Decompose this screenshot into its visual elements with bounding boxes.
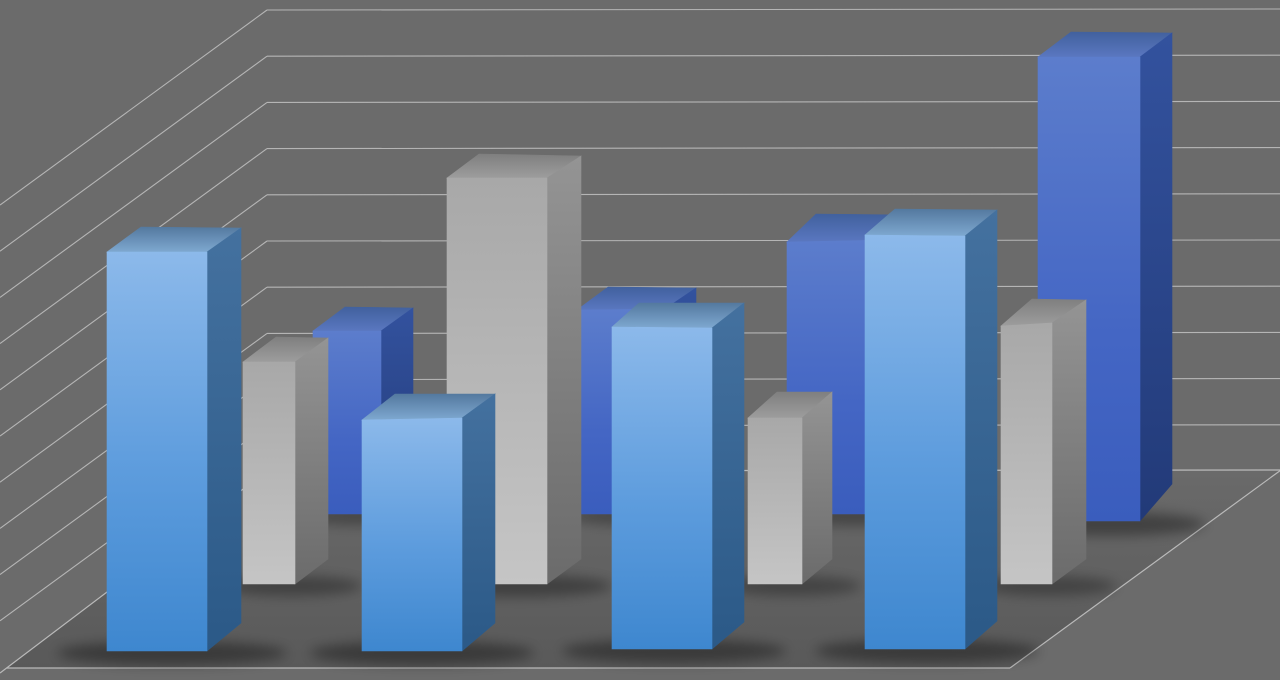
floor-edge-line (1009, 469, 1280, 669)
bar-front-lightblue-c1-face (106, 251, 208, 652)
bar-front-lightblue-c4 (864, 208, 998, 650)
bar-front-lightblue-c3-face (611, 326, 713, 650)
bar-front-lightblue-c2-face (361, 417, 463, 652)
bar-mid-gray-c3-face (747, 417, 803, 585)
bar-front-lightblue-c4-face (964, 209, 998, 650)
gridline-diagonal (0, 55, 268, 252)
bar-mid-gray-c1-face (242, 361, 296, 585)
bar-mid-gray-c1 (242, 336, 329, 585)
bar-front-lightblue-c1 (106, 226, 242, 652)
bar-mid-gray-c1-face (294, 337, 329, 585)
bar-front-lightblue-c3-face (711, 302, 745, 650)
bar-front-lightblue-c2-face (461, 393, 496, 652)
bar-back-blue-c4-face (1139, 32, 1173, 522)
bar-mid-gray-c4-face (1051, 299, 1087, 585)
gridline-horizontal (266, 8, 1280, 11)
bar-front-lightblue-c1-face (206, 227, 242, 652)
bar-mid-gray-c2-face (546, 155, 582, 585)
bar-mid-gray-c3 (747, 391, 833, 585)
bar-mid-gray-c3-face (801, 391, 833, 585)
bar-front-lightblue-c4-face (864, 234, 966, 650)
bar-mid-gray-c4 (1000, 298, 1087, 585)
gridline-diagonal (0, 101, 268, 298)
bar-front-lightblue-c2 (361, 393, 496, 652)
gridline-diagonal (0, 9, 268, 206)
bar-front-lightblue-c3 (611, 302, 745, 650)
bar-mid-gray-c4-face (1000, 322, 1053, 585)
